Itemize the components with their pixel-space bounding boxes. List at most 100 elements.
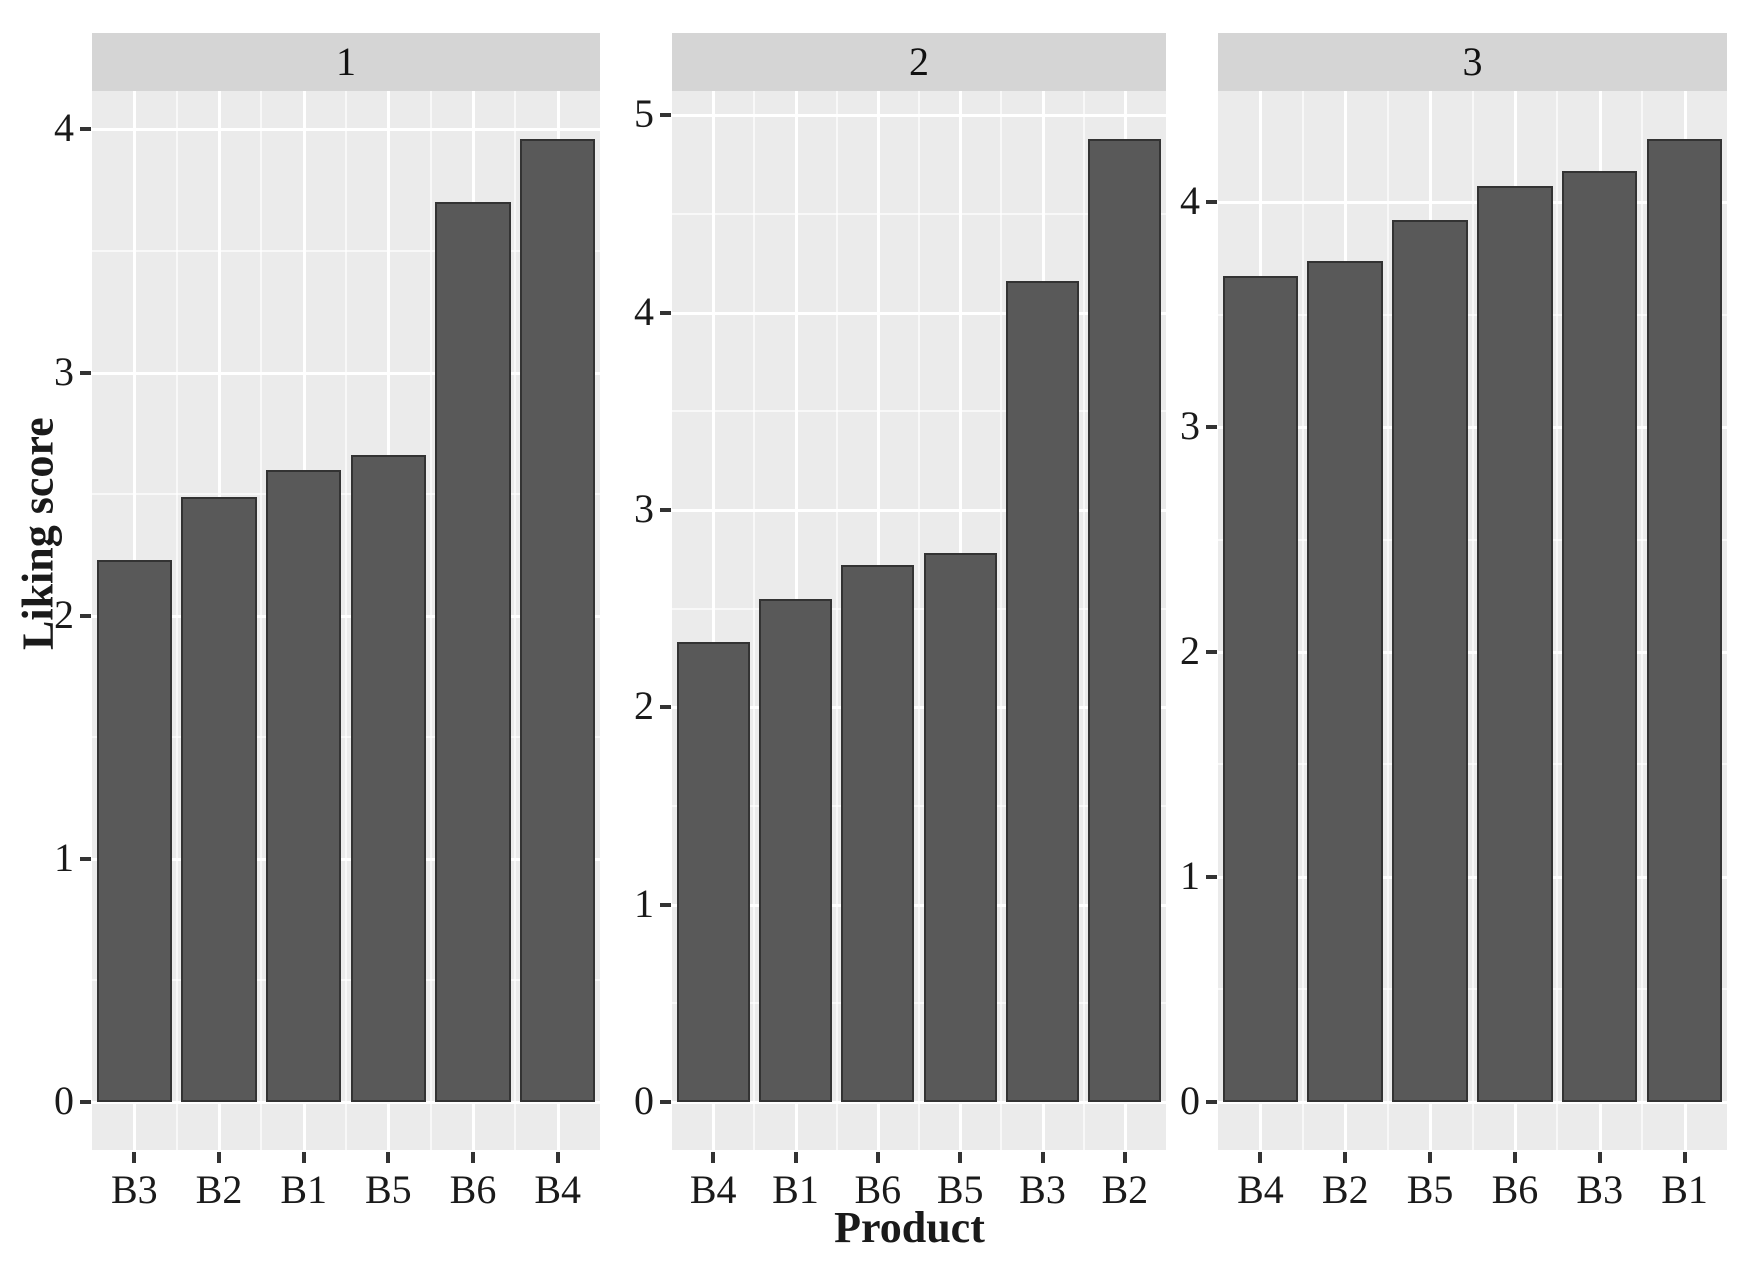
bar-2-B1 <box>758 598 833 1102</box>
x-tick-mark-3-B1 <box>1682 1152 1687 1163</box>
bar-2-B4 <box>676 642 750 1102</box>
facet-strip-1: 1 <box>92 33 600 91</box>
x-axis-title: Product <box>834 1203 985 1252</box>
x-tick-mark-3-B2 <box>1343 1152 1348 1163</box>
gridline-minor-x-4 <box>1556 91 1559 1150</box>
bar-2-B2 <box>1088 139 1162 1102</box>
facet-panel-3 <box>1218 91 1727 1150</box>
x-tick-mark-3-B3 <box>1597 1152 1602 1163</box>
y-tick-label-1-3: 3 <box>54 348 74 394</box>
gridline-minor-x-5 <box>1641 91 1644 1150</box>
bar-1-B2 <box>181 496 257 1102</box>
y-tick-mark-2-0 <box>660 1099 671 1104</box>
gridline-minor-x-2 <box>1386 91 1389 1150</box>
y-tick-mark-2-3 <box>660 508 671 513</box>
y-tick-label-1-0: 0 <box>54 1078 74 1124</box>
y-tick-mark-3-3 <box>1206 425 1217 430</box>
x-tick-mark-2-B3 <box>1040 1152 1045 1163</box>
x-tick-mark-3-B4 <box>1258 1152 1263 1163</box>
gridline-minor-x-3 <box>345 91 347 1150</box>
y-tick-label-2-5: 5 <box>634 91 654 137</box>
x-tick-label-2-B3: B3 <box>1019 1167 1066 1212</box>
x-tick-mark-1-B1 <box>301 1152 306 1163</box>
y-tick-mark-3-1 <box>1206 874 1217 879</box>
x-tick-mark-2-B4 <box>711 1152 716 1163</box>
y-tick-label-2-2: 2 <box>634 683 654 729</box>
y-tick-mark-1-3 <box>80 370 91 375</box>
bar-2-B6 <box>841 565 915 1102</box>
x-tick-mark-1-B2 <box>217 1152 221 1163</box>
bar-1-B6 <box>435 202 511 1102</box>
x-tick-mark-2-B2 <box>1122 1152 1127 1163</box>
bar-1-B5 <box>350 455 426 1102</box>
x-tick-mark-1-B6 <box>471 1152 475 1163</box>
y-tick-label-3-4: 4 <box>1180 178 1200 224</box>
y-tick-label-2-1: 1 <box>634 880 654 926</box>
bar-2-B3 <box>1005 281 1080 1102</box>
facet-strip-3: 3 <box>1218 33 1727 91</box>
y-tick-label-1-4: 4 <box>54 105 74 151</box>
y-tick-label-1-1: 1 <box>54 834 74 880</box>
gridline-minor-x-4 <box>429 91 432 1150</box>
x-tick-label-1-B4: B4 <box>534 1167 581 1212</box>
bar-3-B6 <box>1477 186 1553 1102</box>
y-tick-mark-3-0 <box>1206 1099 1217 1104</box>
y-tick-mark-3-4 <box>1206 200 1217 205</box>
x-tick-label-3-B3: B3 <box>1576 1167 1624 1212</box>
x-tick-label-1-B6: B6 <box>449 1167 497 1212</box>
x-tick-mark-3-B6 <box>1512 1152 1517 1163</box>
y-tick-label-3-3: 3 <box>1180 403 1200 449</box>
gridline-minor-x-3 <box>918 91 920 1150</box>
x-tick-label-3-B1: B1 <box>1661 1167 1708 1212</box>
y-tick-mark-2-1 <box>660 902 671 907</box>
x-tick-label-2-B4: B4 <box>689 1167 737 1212</box>
y-tick-mark-1-4 <box>80 127 91 132</box>
y-tick-mark-1-0 <box>80 1099 91 1104</box>
x-tick-mark-2-B1 <box>793 1152 798 1163</box>
y-tick-mark-2-4 <box>660 310 671 315</box>
facet-strip-label: 1 <box>336 39 356 84</box>
y-tick-label-2-3: 3 <box>634 486 654 532</box>
y-tick-label-3-0: 0 <box>1180 1078 1200 1124</box>
x-tick-label-3-B2: B2 <box>1321 1167 1369 1212</box>
x-tick-label-3-B4: B4 <box>1237 1167 1284 1212</box>
bar-2-B5 <box>923 553 997 1102</box>
y-tick-label-2-0: 0 <box>634 1078 654 1124</box>
x-tick-label-1-B5: B5 <box>364 1167 412 1212</box>
facet-strip-label: 3 <box>1462 39 1483 84</box>
facet-strip-2: 2 <box>672 33 1166 91</box>
x-tick-label-1-B2: B2 <box>195 1167 243 1212</box>
y-tick-label-2-4: 4 <box>634 288 654 334</box>
x-tick-mark-3-B5 <box>1428 1152 1433 1163</box>
facet-panel-1 <box>92 91 600 1150</box>
bar-3-B5 <box>1392 220 1468 1102</box>
gridline-minor-x-1 <box>753 91 756 1150</box>
gridline-minor-x-2 <box>260 91 263 1150</box>
x-tick-label-1-B3: B3 <box>110 1167 158 1212</box>
gridline-major-x-B4 <box>712 91 716 1150</box>
y-tick-mark-1-2 <box>80 613 91 618</box>
y-tick-label-3-2: 2 <box>1180 628 1200 674</box>
x-tick-mark-1-B3 <box>132 1152 137 1163</box>
x-tick-label-3-B6: B6 <box>1491 1167 1539 1212</box>
x-tick-label-3-B5: B5 <box>1406 1167 1454 1212</box>
gridline-minor-x-2 <box>835 91 838 1150</box>
y-tick-label-1-2: 2 <box>54 591 74 637</box>
gridline-minor-x-5 <box>514 91 517 1150</box>
x-tick-label-2-B2: B2 <box>1101 1167 1149 1212</box>
gridline-minor-x-5 <box>1082 91 1085 1150</box>
y-tick-label-3-1: 1 <box>1180 853 1200 899</box>
x-tick-mark-1-B4 <box>555 1152 560 1163</box>
facet-strip-label: 2 <box>909 39 929 84</box>
gridline-minor-x-1 <box>175 91 178 1150</box>
bar-1-B1 <box>265 469 342 1102</box>
x-tick-label-1-B1: B1 <box>280 1167 327 1212</box>
y-tick-mark-3-2 <box>1206 649 1217 654</box>
facet-panel-2 <box>672 91 1166 1150</box>
bar-3-B2 <box>1307 260 1383 1102</box>
x-tick-mark-2-B6 <box>875 1152 880 1163</box>
x-tick-label-2-B1: B1 <box>772 1167 819 1212</box>
bar-3-B4 <box>1222 276 1299 1102</box>
gridline-minor-x-3 <box>1471 91 1474 1150</box>
